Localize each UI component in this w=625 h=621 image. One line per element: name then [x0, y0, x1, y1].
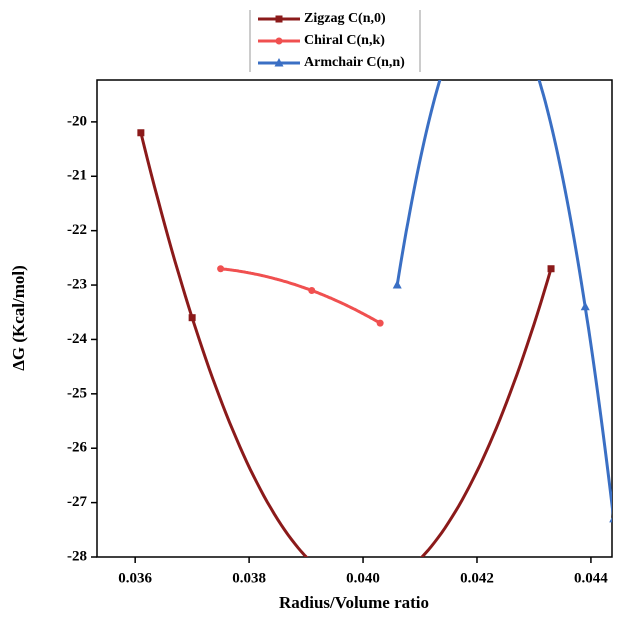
plot-area	[137, 80, 612, 557]
y-tick-label: -23	[67, 276, 87, 292]
marker	[308, 286, 316, 294]
y-tick-label: -20	[67, 113, 87, 129]
marker	[188, 314, 196, 322]
marker	[217, 265, 225, 273]
legend-label: Zigzag C(n,0)	[304, 11, 386, 26]
series-curve	[220, 267, 381, 325]
marker	[137, 129, 145, 137]
legend-label: Armchair C(n,n)	[304, 55, 405, 70]
marker	[376, 319, 384, 327]
x-tick-label: 0.038	[232, 570, 266, 586]
plot-frame	[96, 79, 613, 558]
x-axis-title: Radius/Volume ratio	[279, 593, 429, 612]
series-curve	[139, 132, 553, 557]
marker	[580, 301, 590, 311]
marker	[547, 265, 555, 273]
series-curve	[395, 80, 612, 518]
x-tick-label: 0.036	[118, 570, 152, 586]
y-tick-label: -25	[67, 385, 87, 401]
marker	[392, 280, 402, 289]
legend-label: Chiral C(n,k)	[304, 33, 385, 48]
y-axis-title: ΔG (Kcal/mol)	[9, 265, 28, 371]
y-tick-label: -26	[67, 440, 87, 456]
x-tick-label: 0.040	[346, 570, 380, 586]
marker	[274, 58, 284, 67]
y-tick-label: -28	[67, 548, 87, 564]
marker	[609, 517, 612, 523]
y-tick-label: -22	[67, 222, 87, 238]
x-tick-label: 0.042	[460, 570, 494, 586]
y-tick-label: -21	[67, 168, 87, 184]
y-tick-label: -24	[67, 331, 87, 347]
marker	[275, 37, 283, 45]
x-tick-label: 0.044	[574, 570, 608, 586]
marker	[275, 15, 283, 23]
y-tick-label: -27	[67, 494, 87, 510]
